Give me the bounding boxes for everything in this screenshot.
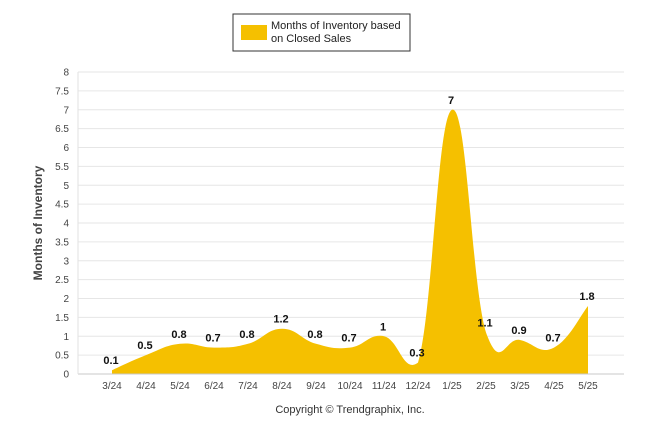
data-label: 0.7 — [545, 333, 560, 345]
x-tick-label: 9/24 — [306, 381, 326, 392]
y-tick-label: 5.5 — [55, 162, 69, 173]
x-tick-label: 5/24 — [170, 381, 190, 392]
y-tick-label: 6.5 — [55, 124, 69, 135]
y-tick-label: 5 — [63, 181, 69, 192]
data-label: 1 — [380, 321, 386, 333]
y-tick-labels: 0 0.5 1 1.5 2 2.5 3 3.5 4 4.5 5 5.5 6 6.5 7 7.5 8 — [55, 68, 69, 381]
legend-swatch — [241, 25, 267, 40]
data-label: 0.8 — [239, 329, 254, 341]
y-tick-label: 7 — [63, 105, 69, 116]
legend-label-line-2: on Closed Sales — [271, 33, 352, 45]
data-label: 0.7 — [205, 333, 220, 345]
data-label: 0.5 — [137, 340, 152, 352]
y-tick-label: 3.5 — [55, 237, 69, 248]
legend: Months of Inventory based on Closed Sale… — [232, 13, 411, 52]
x-tick-labels: 3/24 4/24 5/24 6/24 7/24 8/24 9/24 10/24 11/24 12… — [102, 381, 598, 392]
area-series — [112, 109, 588, 375]
y-tick-label: 4.5 — [55, 200, 69, 211]
y-tick-label: 8 — [63, 68, 69, 79]
data-label: 1.8 — [579, 291, 594, 303]
data-label: 0.7 — [341, 333, 356, 345]
x-tick-label: 3/24 — [102, 381, 122, 392]
data-label: 0.1 — [103, 355, 118, 367]
y-tick-label: 3 — [63, 256, 69, 267]
x-tick-label: 8/24 — [272, 381, 292, 392]
y-tick-label: 7.5 — [55, 86, 69, 97]
x-tick-label: 5/25 — [578, 381, 598, 392]
x-tick-label: 4/24 — [136, 381, 156, 392]
x-tick-label: 1/25 — [442, 381, 462, 392]
data-label: 0.8 — [307, 329, 322, 341]
x-tick-label: 12/24 — [405, 381, 430, 392]
gridlines — [78, 71, 624, 356]
y-tick-label: 4 — [63, 219, 69, 230]
y-tick-label: 2 — [63, 294, 69, 305]
inventory-area — [112, 109, 588, 375]
x-tick-label: 11/24 — [372, 381, 397, 392]
x-tick-label: 6/24 — [204, 381, 224, 392]
y-tick-label: 2.5 — [55, 275, 69, 286]
data-label: 1.2 — [273, 314, 288, 326]
x-tick-label: 7/24 — [238, 381, 258, 392]
data-label: 1.1 — [477, 317, 492, 329]
legend-label-line-1: Months of Inventory based — [271, 20, 401, 32]
x-tick-label: 4/25 — [544, 381, 564, 392]
x-tick-label: 2/25 — [476, 381, 496, 392]
y-tick-label: 0 — [63, 370, 69, 381]
data-label: 0.9 — [511, 325, 526, 337]
x-tick-label: 3/25 — [510, 381, 530, 392]
data-label: 0.3 — [409, 348, 424, 360]
data-label: 0.8 — [171, 329, 186, 341]
x-tick-label: 10/24 — [337, 381, 362, 392]
y-tick-label: 6 — [63, 143, 69, 154]
y-axis-title: Months of Inventory — [31, 165, 45, 280]
copyright-footer: Copyright © Trendgraphix, Inc. — [275, 404, 424, 416]
y-tick-label: 1.5 — [55, 313, 69, 324]
y-tick-label: 1 — [63, 332, 69, 343]
y-tick-label: 0.5 — [55, 351, 69, 362]
data-labels: 0.1 0.5 0.8 0.7 0.8 1.2 0.8 0.7 1 0.3 7 1.1 0.9 0.7 1.… — [103, 95, 594, 367]
data-label: 7 — [448, 95, 454, 107]
